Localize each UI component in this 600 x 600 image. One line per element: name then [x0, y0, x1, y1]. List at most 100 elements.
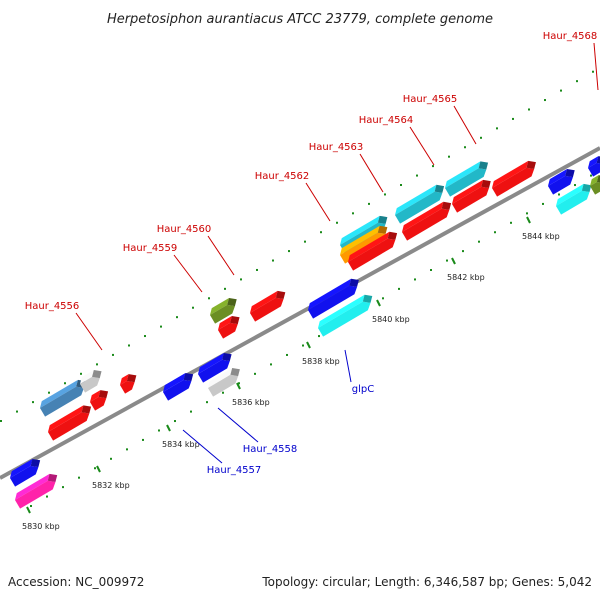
- gene-arrow: [492, 160, 536, 197]
- track-dot: [400, 184, 402, 186]
- gene-arrow: [588, 156, 600, 177]
- gene-arrow-face: [10, 465, 39, 487]
- gene-arrow: [120, 374, 137, 394]
- track-dot: [464, 146, 466, 149]
- track-dot: [448, 155, 450, 158]
- track-dot: [46, 495, 48, 498]
- gene-arrow: [198, 352, 232, 383]
- gene-arrow-face: [163, 379, 192, 401]
- gene-label-forward: Haur_4565: [403, 94, 458, 105]
- leader-line: [207, 235, 235, 276]
- scale-tick: [451, 257, 456, 265]
- gene-arrow-top: [15, 473, 50, 500]
- gene-arrow-top: [340, 215, 380, 245]
- leader-line: [359, 153, 384, 193]
- track-dot: [208, 297, 210, 300]
- gene-arrow-side: [596, 156, 600, 165]
- gene-label-forward: Haur_4563: [309, 142, 364, 153]
- gene-arrow-top: [402, 201, 444, 232]
- track-dot: [542, 202, 544, 205]
- track-dot: [272, 259, 274, 262]
- gene-label-forward: Haur_4559: [123, 243, 178, 254]
- track-dot: [158, 429, 160, 432]
- gene-arrow-side: [526, 160, 536, 169]
- gene-arrow-face: [218, 322, 238, 339]
- track-dot: [144, 335, 146, 338]
- gene-arrow: [218, 316, 240, 339]
- accession-text: Accession: NC_009972: [8, 575, 144, 589]
- backbone-line: [0, 146, 600, 480]
- leader-line: [217, 407, 259, 443]
- gene-arrow: [445, 161, 489, 197]
- gene-arrow-side: [98, 390, 109, 399]
- scale-tick-label: 5840 kbp: [372, 315, 410, 324]
- gene-arrow-top: [395, 184, 437, 215]
- leader-line: [344, 349, 352, 383]
- leader-line: [75, 312, 103, 351]
- gene-arrow-face: [120, 380, 135, 394]
- gene-arrow-face: [588, 162, 600, 177]
- scale-tick-label: 5842 kbp: [447, 273, 485, 282]
- gene-arrow: [90, 390, 109, 411]
- gene-arrow-side: [387, 231, 398, 240]
- gene-arrow: [395, 184, 445, 224]
- gene-arrow: [318, 294, 373, 337]
- track-dot: [224, 287, 226, 290]
- track-dot: [336, 221, 338, 224]
- track-dot: [0, 420, 2, 422]
- gene-arrow: [348, 231, 398, 271]
- gene-arrow-top: [210, 298, 230, 315]
- track-dot: [574, 184, 576, 187]
- track-dot: [126, 448, 128, 451]
- track-dot: [414, 278, 416, 281]
- gene-arrow: [452, 179, 491, 213]
- gene-arrow-top: [120, 374, 129, 385]
- gene-arrow-side: [47, 473, 58, 482]
- track-dot: [288, 250, 290, 253]
- track-dot: [30, 505, 32, 507]
- gene-arrow-side: [92, 370, 102, 379]
- gene-arrow: [402, 201, 452, 241]
- gene-arrow-top: [218, 316, 232, 330]
- gene-label-reverse: glpC: [352, 384, 374, 395]
- track-dot: [128, 344, 130, 347]
- track-dot: [302, 344, 304, 347]
- gene-arrow-top: [492, 160, 529, 188]
- gene-label-forward: Haur_4568: [543, 31, 598, 42]
- track-dot: [256, 268, 258, 271]
- gene-arrow-face: [492, 167, 535, 197]
- track-dot: [94, 467, 96, 470]
- gene-arrow-side: [275, 290, 286, 300]
- gene-arrow-side: [222, 352, 232, 362]
- track-dot: [190, 410, 192, 413]
- scale-tick-label: 5834 kbp: [162, 440, 200, 449]
- gene-arrow-top: [452, 179, 484, 204]
- gene-arrow: [250, 290, 286, 322]
- track-dot: [496, 127, 498, 130]
- gene-arrow-face: [402, 208, 450, 241]
- gene-label-forward: Haur_4556: [25, 301, 80, 312]
- gene-labels: Haur_4556 Haur_4559 Haur_4560 Haur_4562 Haur…: [25, 31, 598, 476]
- track-dot: [80, 372, 82, 375]
- gene-arrow-face: [15, 480, 56, 509]
- gene-arrow-face: [395, 191, 443, 224]
- track-dot: [318, 335, 320, 338]
- gene-arrow-top: [198, 352, 224, 374]
- track-dot: [270, 363, 272, 366]
- track-dot: [64, 382, 66, 385]
- gene-arrow: [308, 278, 359, 319]
- gene-label-reverse: Haur_4558: [243, 444, 298, 455]
- gene-arrow: [590, 175, 600, 195]
- track-dot: [78, 476, 80, 479]
- gene-arrow-top: [48, 405, 84, 432]
- gene-arrow-side: [481, 179, 491, 189]
- leader-line: [409, 126, 435, 166]
- gene-arrow-face: [40, 386, 84, 417]
- leader-line: [182, 429, 223, 464]
- scale-tick: [26, 506, 31, 514]
- gene-arrow-face: [208, 374, 239, 397]
- gene-arrow-top: [163, 372, 186, 392]
- track-dot: [560, 89, 562, 92]
- track-dot: [142, 438, 144, 441]
